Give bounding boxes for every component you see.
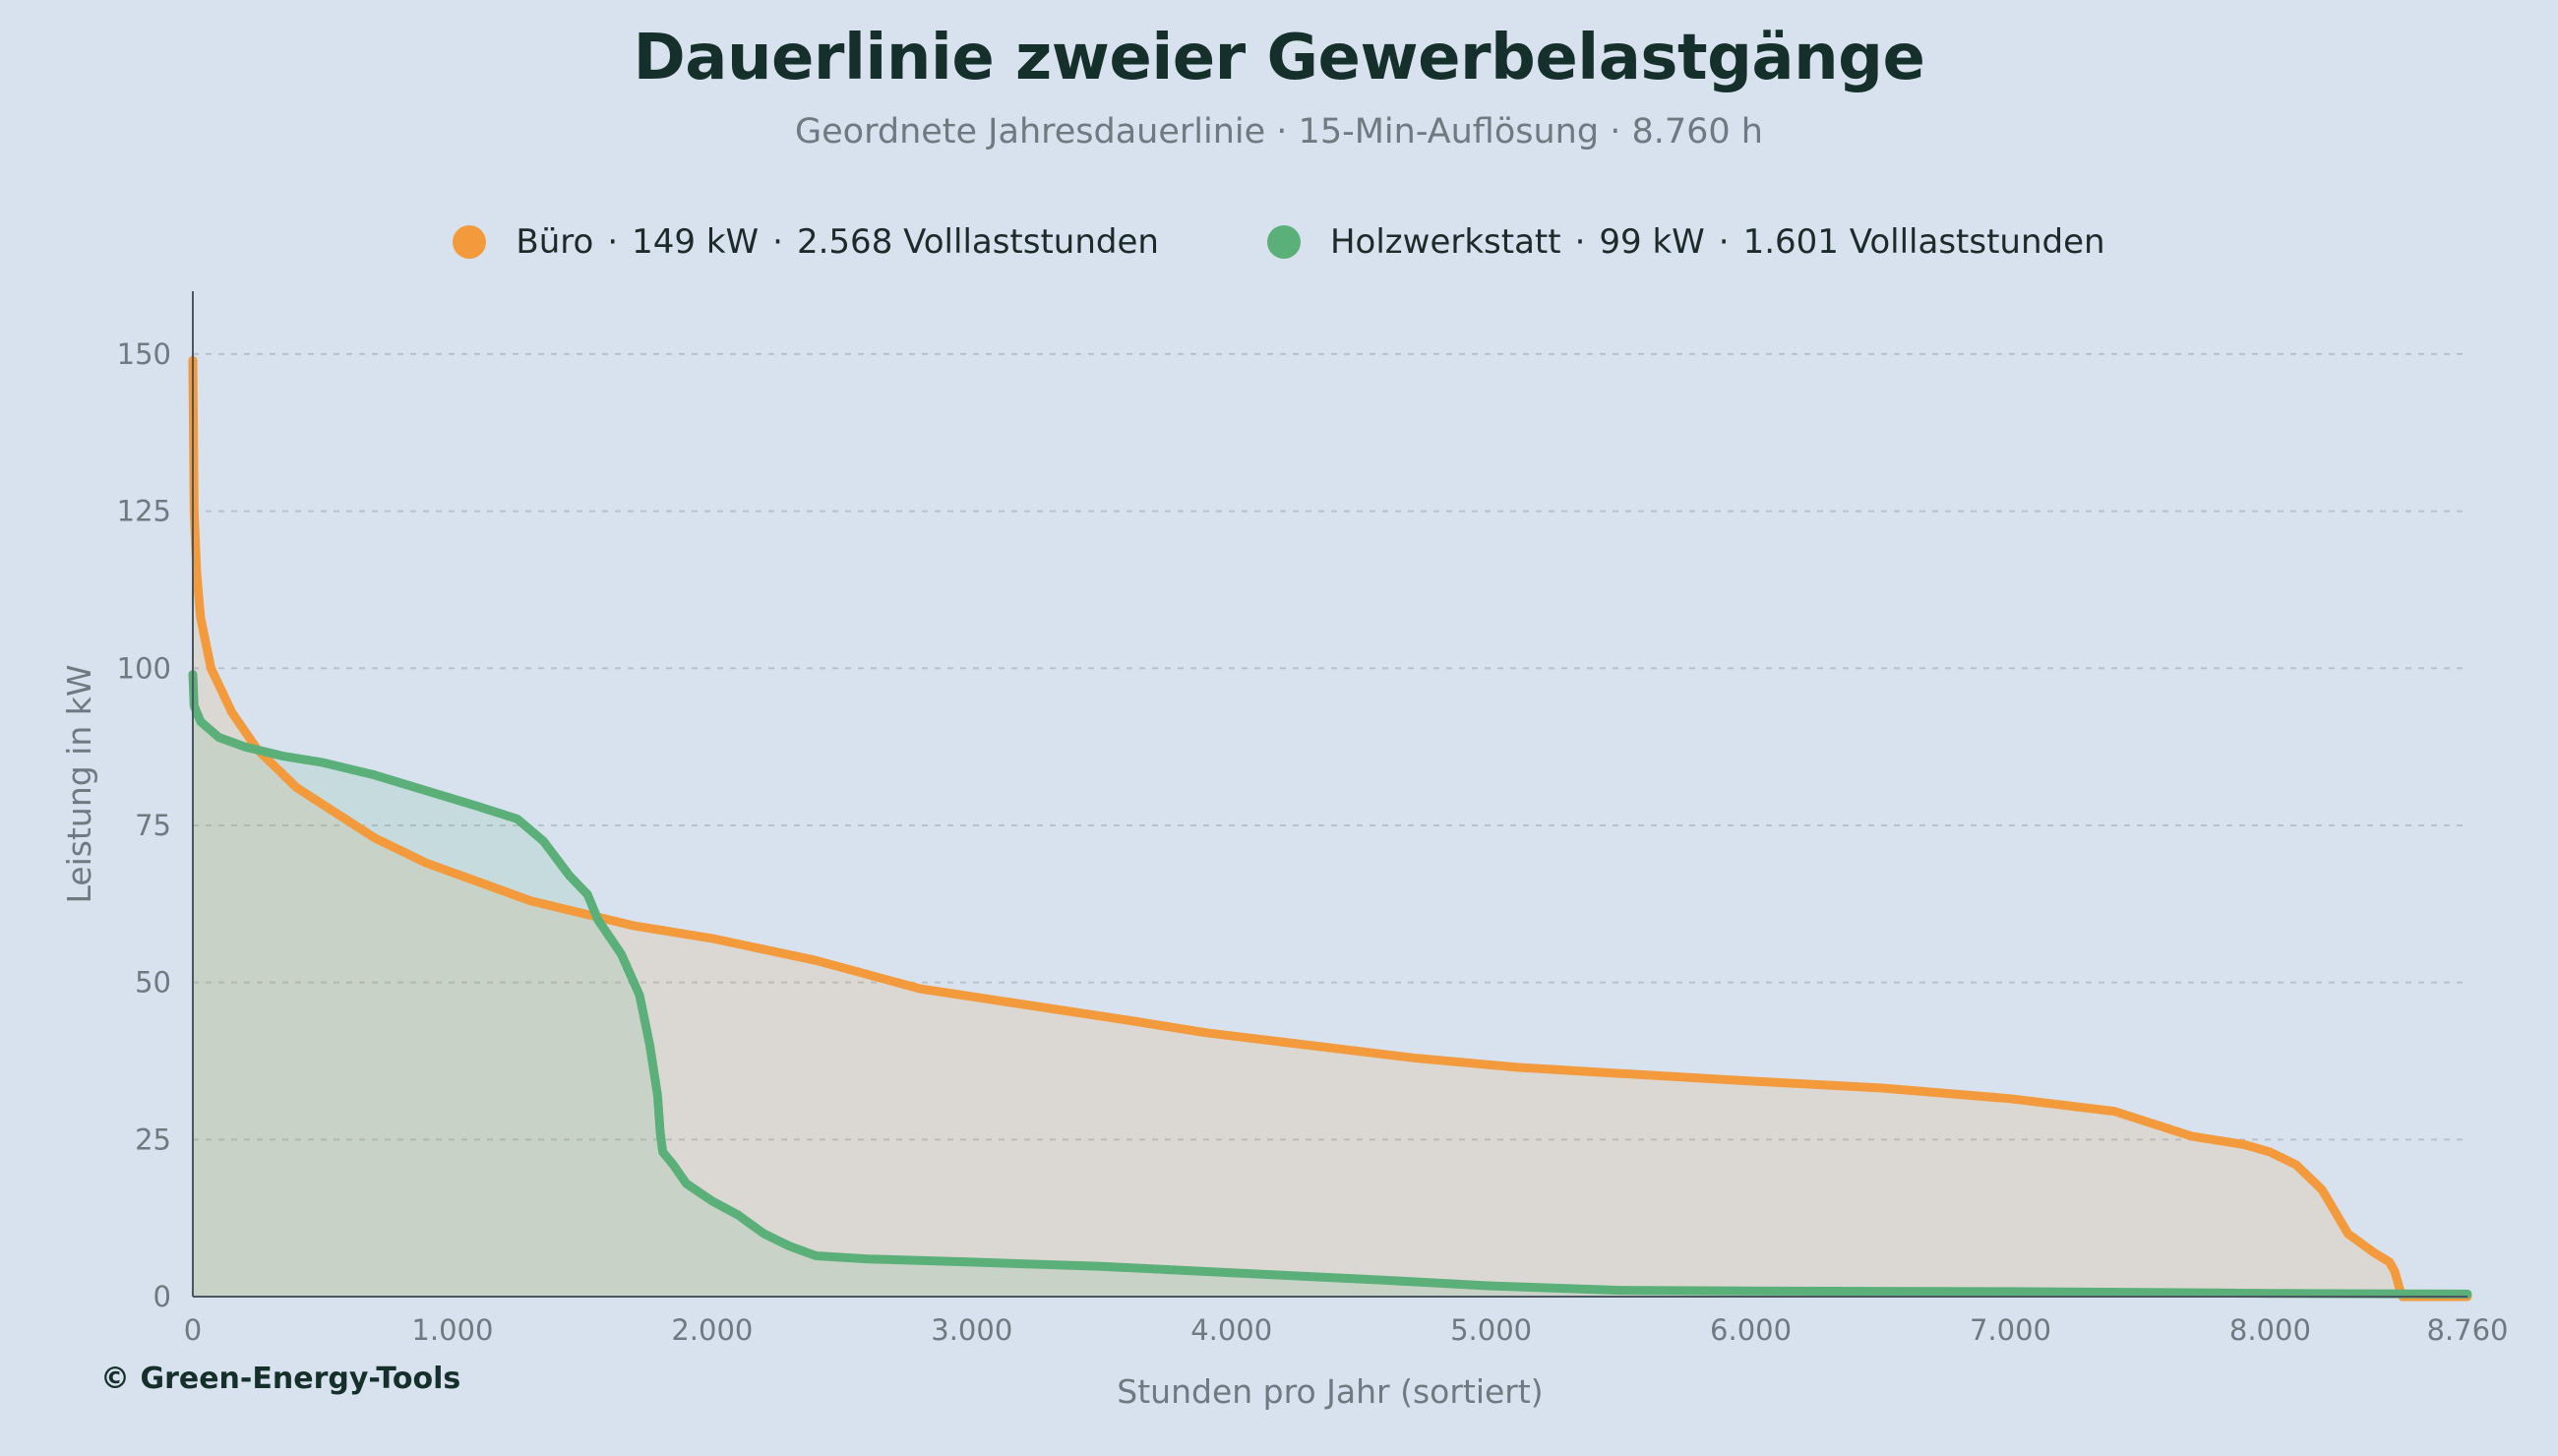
x-tick-label-5000: 5.000 [1450,1313,1532,1347]
legend-name-buero: Büro [516,222,594,262]
x-tick-label-1000: 1.000 [411,1313,493,1347]
x-tick-label-3000: 3.000 [931,1313,1012,1347]
x-tick-label-8000: 8.000 [2229,1313,2311,1347]
chart-axes [192,291,2467,1298]
y-axis-label: Leistung in kW [60,665,98,904]
chart-lines [188,355,2472,1302]
chart-ticks: 0 25 50 75 100 125 150 0 1.000 2.000 3.000 4.000 5.0… [117,337,2509,1347]
x-tick-label-6000: 6.000 [1710,1313,1792,1347]
y-tick-label-125: 125 [117,495,171,528]
chart-subtitle: Geordnete Jahresdauerlinie · 15-Min-Aufl… [795,112,1763,152]
x-tick-label-0: 0 [184,1313,202,1347]
legend-peak-buero: 149 kW [632,222,760,262]
x-tick-label-4000: 4.000 [1190,1313,1272,1347]
x-tick-label-7000: 7.000 [1970,1313,2051,1347]
x-tick-label-2000: 2.000 [671,1313,753,1347]
y-tick-label-75: 75 [135,809,171,842]
legend-peak-holzwerkstatt: 99 kW [1599,222,1705,262]
y-tick-label-50: 50 [135,966,171,1000]
y-tick-label-100: 100 [117,651,171,685]
series-area-1 [193,674,2467,1297]
legend-name-holzwerkstatt: Holzwerkstatt [1329,222,1561,262]
y-tick-label-25: 25 [135,1122,171,1156]
x-tick-label-8760: 8.760 [2426,1313,2508,1347]
legend-hours-buero: 2.568 Volllaststunden [796,222,1159,262]
series-area-0 [193,360,2467,1297]
legend-item-holzwerkstatt[interactable]: Holzwerkstatt · 99 kW · 1.601 Volllastst… [1266,222,2105,262]
chart-legend: Büro · 149 kW · 2.568 Volllaststunden Ho… [0,222,2558,262]
chart-grid [193,352,2467,1141]
x-axis-label: Stunden pro Jahr (sortiert) [1117,1372,1543,1411]
y-tick-label-150: 150 [117,337,171,371]
legend-marker-buero [453,225,487,259]
y-tick-label-0: 0 [153,1280,171,1313]
legend-item-buero[interactable]: Büro · 149 kW · 2.568 Volllaststunden [453,222,1159,262]
legend-marker-holzwerkstatt [1266,225,1301,259]
chart-title: Dauerlinie zweier Gewerbelastgänge [633,22,1925,94]
series-line-0 [188,355,2472,1302]
series-line-1 [188,670,2472,1299]
copyright-notice: © Green-Energy-Tools [100,1362,461,1396]
chart-areas [193,360,2467,1297]
legend-hours-holzwerkstatt: 1.601 Volllaststunden [1742,222,2105,262]
